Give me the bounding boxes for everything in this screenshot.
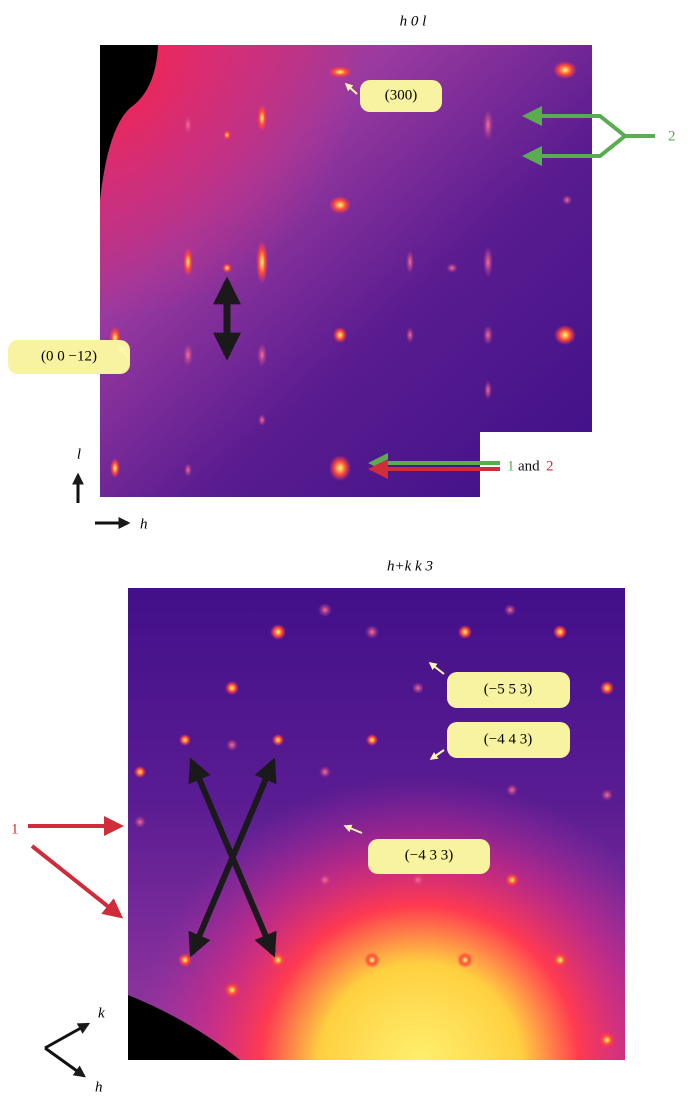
- callout: (−4 4 3): [484, 731, 532, 747]
- callout: (−5 5 3): [484, 681, 532, 697]
- pattern-glow: [128, 588, 625, 1060]
- axis-label: h: [140, 516, 148, 532]
- spot: [272, 734, 284, 746]
- spot: [134, 766, 146, 778]
- spot: [226, 739, 238, 751]
- spot: [225, 681, 239, 695]
- spot: [458, 625, 472, 639]
- spot: [406, 250, 414, 274]
- spot: [223, 130, 231, 140]
- spot: [554, 325, 576, 345]
- spot: [257, 104, 267, 132]
- axis-label: l: [77, 446, 81, 462]
- spot: [333, 327, 347, 343]
- spot: [184, 115, 192, 135]
- spot: [270, 952, 286, 968]
- spot: [412, 874, 424, 886]
- spot: [257, 343, 267, 367]
- spot: [222, 263, 232, 273]
- spot: [483, 325, 493, 345]
- spot: [599, 1032, 615, 1048]
- figure: h 0 l (300) (0 0 −12) 2 1 and 2 l h h+k …: [0, 0, 691, 1098]
- spot: [365, 625, 379, 639]
- arrow-label: 2: [546, 458, 554, 474]
- axis-label: h: [95, 1079, 103, 1095]
- spot: [319, 766, 331, 778]
- spot: [183, 343, 193, 367]
- spot: [329, 196, 351, 214]
- callout: (300): [385, 87, 418, 103]
- spot: [553, 61, 577, 79]
- panel-title: h+k k 3: [387, 558, 433, 574]
- arrow-label: 1: [507, 458, 515, 474]
- arrow: [32, 846, 120, 916]
- arrow-label: and: [518, 458, 540, 474]
- spot: [328, 66, 352, 78]
- spot: [446, 263, 458, 273]
- spot: [601, 789, 613, 801]
- spot: [412, 682, 424, 694]
- spot: [179, 734, 191, 746]
- spot: [553, 625, 567, 639]
- spot: [110, 458, 120, 478]
- pattern-glow: [100, 45, 592, 497]
- spot: [178, 953, 192, 967]
- axis-label: k: [98, 1005, 105, 1021]
- spot: [224, 982, 240, 998]
- spot: [506, 784, 518, 796]
- spot: [600, 681, 614, 695]
- panel-title: h 0 l: [400, 13, 427, 29]
- callout: (0 0 −12): [41, 348, 97, 364]
- spot: [270, 624, 286, 640]
- spot: [484, 380, 492, 400]
- spot: [505, 873, 519, 887]
- spot: [319, 874, 331, 886]
- spot: [256, 240, 268, 284]
- spot: [483, 246, 493, 278]
- spot: [366, 734, 378, 746]
- spot: [134, 816, 146, 828]
- spot: [562, 195, 572, 205]
- spot: [552, 952, 568, 968]
- spot: [183, 247, 193, 277]
- spot: [457, 952, 473, 968]
- spot: [364, 952, 380, 968]
- spot: [504, 604, 516, 616]
- axis-arrow: [45, 1024, 88, 1048]
- arrow-label: 2: [668, 128, 676, 144]
- spot: [406, 327, 414, 343]
- spot: [483, 109, 493, 141]
- spot: [184, 463, 192, 477]
- axis-arrow: [45, 1048, 84, 1076]
- arrow-label: 1: [11, 821, 19, 837]
- spot: [329, 455, 351, 481]
- spot: [258, 414, 266, 426]
- spot: [318, 603, 332, 617]
- callout: (−4 3 3): [405, 847, 453, 863]
